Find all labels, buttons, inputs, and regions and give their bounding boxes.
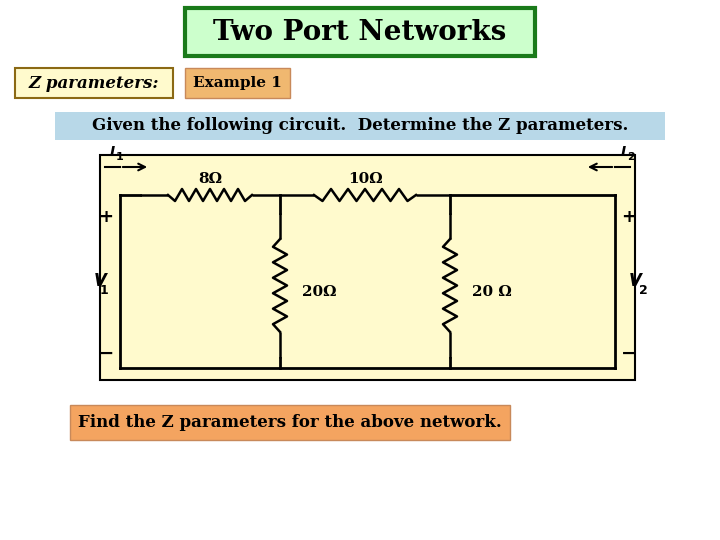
- Text: 10Ω: 10Ω: [348, 172, 382, 186]
- Text: 2: 2: [627, 152, 635, 162]
- Text: 1: 1: [116, 152, 124, 162]
- FancyBboxPatch shape: [185, 8, 535, 56]
- Text: 20 Ω: 20 Ω: [472, 285, 512, 299]
- FancyBboxPatch shape: [55, 112, 665, 140]
- Text: +: +: [621, 208, 636, 226]
- Text: I: I: [109, 145, 114, 159]
- Text: Example 1: Example 1: [193, 76, 282, 90]
- Text: V: V: [94, 273, 107, 291]
- Text: Find the Z parameters for the above network.: Find the Z parameters for the above netw…: [78, 414, 502, 431]
- Text: Given the following circuit.  Determine the Z parameters.: Given the following circuit. Determine t…: [92, 118, 628, 134]
- Text: −: −: [98, 343, 114, 362]
- FancyBboxPatch shape: [185, 68, 290, 98]
- Text: V: V: [629, 273, 642, 291]
- FancyBboxPatch shape: [15, 68, 173, 98]
- Text: 20Ω: 20Ω: [302, 285, 336, 299]
- FancyBboxPatch shape: [70, 405, 510, 440]
- Text: +: +: [99, 208, 114, 226]
- Text: 8Ω: 8Ω: [198, 172, 222, 186]
- Text: Two Port Networks: Two Port Networks: [213, 18, 507, 45]
- Text: I: I: [621, 145, 626, 159]
- Text: 2: 2: [639, 284, 648, 296]
- Text: −: −: [621, 343, 637, 362]
- Text: 1: 1: [100, 284, 109, 296]
- Text: Z parameters:: Z parameters:: [29, 75, 159, 91]
- FancyBboxPatch shape: [100, 155, 635, 380]
